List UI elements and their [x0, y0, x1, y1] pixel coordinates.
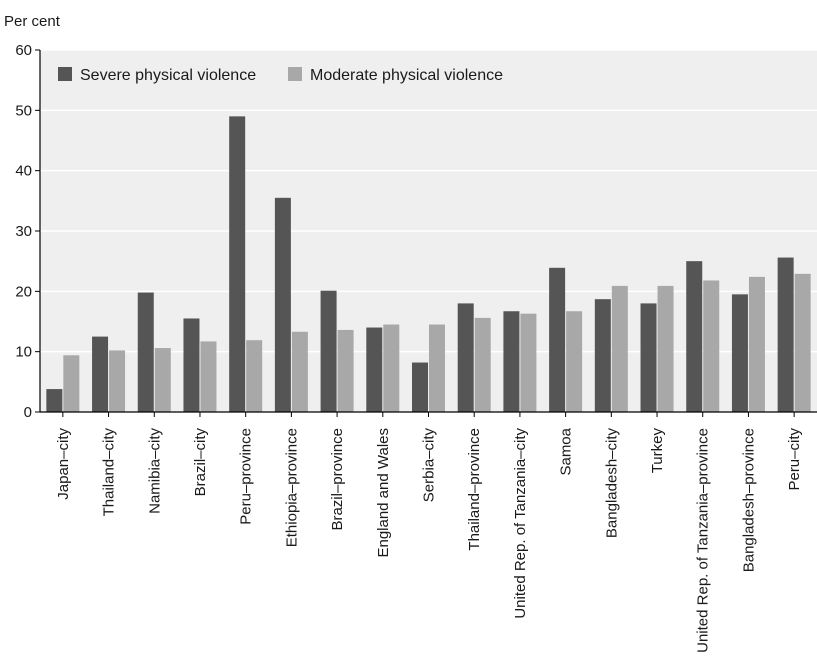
bar-severe: [549, 267, 566, 412]
x-tick-label: Japan–city: [55, 428, 72, 500]
x-tick-label: Namibia–city: [146, 428, 163, 514]
bar-severe: [274, 197, 291, 412]
legend-swatch-moderate: [288, 67, 302, 81]
bar-moderate: [109, 350, 126, 412]
x-tick-label: Turkey: [649, 428, 666, 474]
x-tick-label: Serbia–city: [421, 428, 438, 503]
x-tick-label: Brazil–province: [329, 428, 346, 531]
bar-severe: [594, 299, 611, 412]
bar-moderate: [291, 331, 308, 412]
x-tick-label: England and Wales: [375, 428, 392, 558]
x-tick-label: United Rep. of Tanzania–province: [695, 428, 712, 653]
bar-moderate: [63, 355, 80, 412]
y-tick-label: 60: [15, 42, 32, 59]
y-tick-label: 10: [15, 344, 32, 361]
legend: Severe physical violence Moderate physic…: [58, 67, 503, 84]
bar-severe: [229, 116, 246, 412]
y-tick-label: 30: [15, 223, 32, 240]
bar-severe: [640, 303, 657, 412]
bar-moderate: [520, 313, 537, 412]
bar-severe: [183, 318, 200, 412]
bar-moderate: [246, 340, 263, 412]
x-tick-label: Bangladesh–city: [603, 428, 620, 539]
y-tick-label: 50: [15, 102, 32, 119]
x-tick-label: Thailand–province: [466, 428, 483, 551]
legend-label-moderate: Moderate physical violence: [310, 67, 503, 84]
bar-moderate: [703, 280, 720, 412]
bar-moderate: [429, 324, 445, 412]
y-tick-labels: 0 10 20 30 40 50 60: [15, 42, 40, 421]
bars: [46, 116, 811, 412]
x-tick-label: Samoa: [558, 427, 575, 475]
bar-moderate: [566, 311, 583, 412]
bar-severe: [137, 292, 154, 412]
x-tick-label: Brazil–city: [192, 428, 209, 497]
bar-moderate: [794, 273, 811, 412]
bar-moderate: [748, 276, 765, 412]
bar-severe: [731, 294, 748, 412]
bar-moderate: [657, 285, 674, 412]
y-axis-label: Per cent: [4, 13, 61, 30]
y-tick-label: 20: [15, 283, 32, 300]
y-tick-label: 0: [24, 404, 32, 421]
bar-moderate: [611, 285, 628, 412]
bar-severe: [412, 362, 428, 412]
x-tick-label: Peru–city: [786, 428, 803, 491]
x-tick-label: Thailand–city: [101, 428, 118, 517]
bar-severe: [366, 327, 383, 412]
bar-severe: [686, 261, 703, 412]
bar-severe: [777, 257, 794, 412]
bar-moderate: [383, 324, 400, 412]
bar-moderate: [154, 348, 171, 412]
bar-moderate: [337, 329, 354, 412]
bar-moderate: [200, 341, 217, 412]
x-tick-label: Ethiopia–province: [283, 428, 300, 547]
y-tick-label: 40: [15, 163, 32, 180]
bar-severe: [92, 336, 109, 412]
bar-severe: [320, 290, 337, 412]
x-tick-label: Peru–province: [238, 428, 255, 525]
x-tick-labels: Japan–city Thailand–city Namibia–city Brazi…: [55, 412, 803, 653]
bar-severe: [503, 311, 520, 412]
legend-swatch-severe: [58, 67, 72, 81]
bar-severe: [457, 303, 474, 412]
bar-severe: [46, 389, 63, 412]
legend-label-severe: Severe physical violence: [80, 67, 256, 84]
x-tick-label: United Rep. of Tanzania–city: [512, 428, 529, 619]
bar-moderate: [474, 317, 491, 412]
x-tick-label: Bangladesh–province: [740, 428, 757, 572]
